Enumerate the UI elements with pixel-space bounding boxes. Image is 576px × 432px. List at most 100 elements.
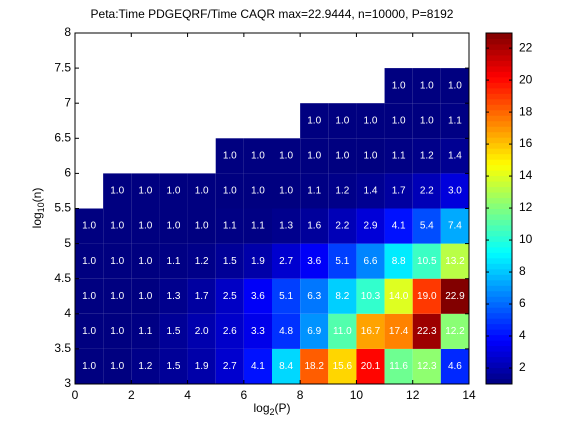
heat-cell [187, 348, 216, 384]
cell-label: 1.0 [110, 256, 124, 267]
heat-cell [440, 208, 469, 244]
colorbar-segment [486, 142, 512, 149]
cell-label: 2.0 [195, 326, 209, 337]
colorbar-segment [486, 82, 512, 89]
x-tick-label: 0 [72, 388, 79, 402]
colorbar-tick-label: 14 [519, 168, 533, 182]
heat-cell [300, 103, 329, 139]
heat-cell [300, 173, 329, 209]
x-axis-label: log2(P) [253, 401, 290, 417]
cell-label: 4.8 [279, 326, 293, 337]
colorbar-segment [486, 192, 512, 199]
y-label-part: (n) [30, 188, 44, 203]
heat-cell [412, 348, 441, 384]
cell-label: 1.0 [307, 150, 321, 161]
cell-label: 1.1 [307, 186, 321, 197]
cell-label: 1.3 [167, 291, 181, 302]
colorbar-segment [486, 203, 512, 209]
cell-label: 5.1 [279, 291, 293, 302]
colorbar-segment [486, 323, 512, 330]
cell-label: 1.5 [167, 361, 181, 372]
heat-cell [300, 138, 329, 174]
colorbar-segment [486, 362, 512, 369]
heat-cell [412, 313, 441, 349]
colorbar-segment [486, 109, 512, 116]
cell-label: 5.1 [335, 256, 349, 267]
cell-label: 4.1 [392, 221, 406, 232]
colorbar-tick-label: 8 [519, 264, 526, 278]
heat-cell [384, 138, 413, 174]
x-tick-label: 12 [406, 388, 420, 402]
heat-cell [328, 278, 357, 314]
heat-cell [412, 103, 441, 139]
cell-label: 1.0 [138, 221, 152, 232]
heat-cell [440, 173, 469, 209]
colorbar-segment [486, 33, 512, 39]
colorbar-tick-label: 2 [519, 360, 526, 374]
cell-label: 1.0 [82, 291, 96, 302]
colorbar-segment [486, 213, 512, 220]
colorbar-segment [486, 175, 512, 182]
cell-label: 1.1 [251, 221, 265, 232]
x-tick-label: 4 [184, 388, 191, 402]
heat-cell [384, 278, 413, 314]
colorbar-segment [486, 356, 512, 363]
heat-cell [103, 278, 132, 314]
cell-label: 2.7 [223, 361, 237, 372]
y-tick-label: 5 [64, 236, 71, 250]
heat-cell [131, 173, 160, 209]
heat-cell [384, 348, 413, 384]
heat-cell [384, 208, 413, 244]
x-tick-label: 6 [241, 388, 248, 402]
x-tick-label: 14 [462, 388, 476, 402]
cell-label: 1.2 [138, 361, 152, 372]
heat-cell [412, 208, 441, 244]
cell-label: 3.3 [251, 326, 265, 337]
y-tick-label: 8 [64, 25, 71, 39]
cell-label: 6.9 [307, 326, 321, 337]
cell-label: 3.0 [448, 186, 462, 197]
cell-label: 1.4 [364, 186, 378, 197]
heat-cell [300, 278, 329, 314]
y-tick-label: 5.5 [54, 201, 71, 215]
colorbar-segment [486, 241, 512, 248]
colorbar-segment [486, 65, 512, 72]
cell-label: 6.6 [364, 256, 378, 267]
y-tick-label: 3 [64, 376, 71, 390]
heat-cell [356, 103, 385, 139]
colorbar-segment [486, 340, 512, 347]
heat-cell [328, 138, 357, 174]
cell-label: 1.0 [82, 221, 96, 232]
heat-cell [243, 348, 272, 384]
heat-cell [131, 348, 160, 384]
cell-label: 18.2 [304, 361, 324, 372]
colorbar-segment [486, 120, 512, 127]
heat-cell [187, 173, 216, 209]
x-tick-label: 10 [350, 388, 364, 402]
heat-cell [159, 208, 188, 244]
colorbar-segment [486, 290, 512, 297]
colorbar-segment [486, 43, 512, 50]
colorbar-segment [486, 126, 512, 133]
cell-label: 1.0 [110, 291, 124, 302]
colorbar-segment [486, 93, 512, 100]
cell-label: 1.2 [420, 150, 434, 161]
colorbar-segment [486, 87, 512, 94]
cell-label: 2.9 [364, 221, 378, 232]
cell-label: 8.2 [335, 291, 349, 302]
heat-cell [412, 173, 441, 209]
heat-cell [159, 173, 188, 209]
colorbar-tick-label: 20 [519, 72, 533, 86]
heat-cell [272, 348, 301, 384]
cell-label: 1.0 [307, 115, 321, 126]
cell-label: 1.6 [307, 221, 321, 232]
colorbar-segment [486, 76, 512, 83]
cell-label: 1.0 [110, 221, 124, 232]
cell-label: 1.0 [138, 256, 152, 267]
cell-label: 1.0 [167, 186, 181, 197]
cell-label: 2.2 [335, 221, 349, 232]
heat-cell [440, 103, 469, 139]
colorbar-segment [486, 246, 512, 253]
cell-label: 1.0 [82, 326, 96, 337]
heat-cell [412, 278, 441, 314]
